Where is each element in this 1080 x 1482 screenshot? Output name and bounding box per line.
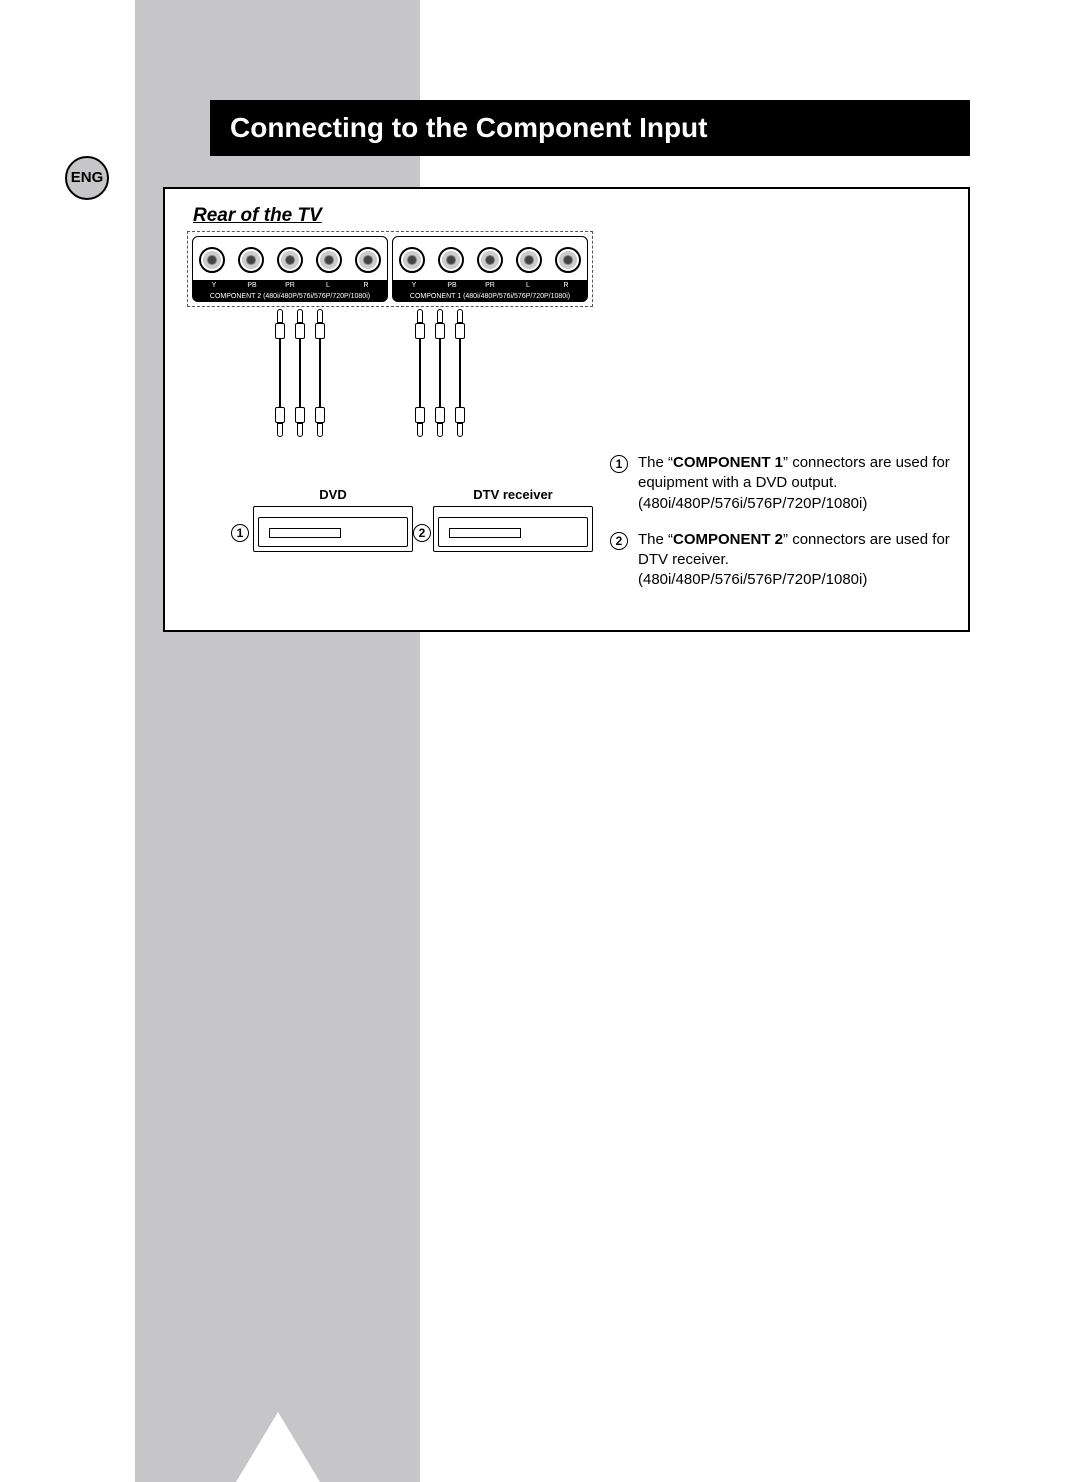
jack-icon bbox=[516, 247, 542, 273]
jack-icon bbox=[199, 247, 225, 273]
diagram-label: Rear of the TV bbox=[193, 205, 322, 227]
jack-label: PR bbox=[285, 281, 295, 291]
note-text: The “COMPONENT 2” connectors are used fo… bbox=[638, 530, 950, 591]
connector-panel: Y PB PR L R COMPONENT 2 (480i/480P/576i/… bbox=[187, 231, 593, 307]
jack-label: L bbox=[523, 281, 533, 291]
device-body-icon bbox=[258, 517, 408, 547]
note-2: 2 The “COMPONENT 2” connectors are used … bbox=[610, 530, 950, 591]
device-label: DVD bbox=[254, 487, 412, 502]
device-dtv: DTV receiver bbox=[433, 506, 593, 552]
jack-label: R bbox=[361, 281, 371, 291]
device-label: DTV receiver bbox=[434, 487, 592, 502]
note-number-icon: 1 bbox=[610, 455, 628, 473]
devices-row: DVD DTV receiver bbox=[253, 486, 613, 594]
jack-label: PB bbox=[247, 281, 257, 291]
page-title: Connecting to the Component Input bbox=[212, 102, 968, 154]
jack-label: Y bbox=[209, 281, 219, 291]
device-num-2: 2 bbox=[413, 524, 431, 542]
jack-label-row: Y PB PR L R bbox=[193, 280, 387, 292]
jack-icon bbox=[316, 247, 342, 273]
jack-label: PB bbox=[447, 281, 457, 291]
jack-icon bbox=[399, 247, 425, 273]
note-text: The “COMPONENT 1” connectors are used fo… bbox=[638, 453, 950, 514]
note-number-icon: 2 bbox=[610, 532, 628, 550]
jack-label: PR bbox=[485, 281, 495, 291]
jack-label: L bbox=[323, 281, 333, 291]
cable-plug-icon bbox=[295, 309, 305, 437]
jack-label-row: Y PB PR L R bbox=[393, 280, 587, 292]
diagram-frame: Rear of the TV Y PB PR L R COMPONENT 2 (… bbox=[163, 187, 970, 632]
device-dvd: DVD bbox=[253, 506, 413, 552]
jack-icon bbox=[238, 247, 264, 273]
component-1-block: Y PB PR L R COMPONENT 1 (480i/480P/576i/… bbox=[392, 236, 588, 302]
language-badge: ENG bbox=[65, 156, 109, 200]
device-body-icon bbox=[438, 517, 588, 547]
jack-icon bbox=[355, 247, 381, 273]
page-arrow-icon bbox=[236, 1412, 320, 1482]
cable-plug-icon bbox=[415, 309, 425, 437]
cable-plug-icon bbox=[435, 309, 445, 437]
cable-bundle-b bbox=[415, 309, 465, 437]
component-2-block: Y PB PR L R COMPONENT 2 (480i/480P/576i/… bbox=[192, 236, 388, 302]
jack-icon bbox=[555, 247, 581, 273]
device-num-1: 1 bbox=[231, 524, 249, 542]
component-1-strip: COMPONENT 1 (480i/480P/576i/576P/720P/10… bbox=[393, 292, 587, 301]
cable-plug-icon bbox=[315, 309, 325, 437]
jack-icon bbox=[477, 247, 503, 273]
notes-block: 1 The “COMPONENT 1” connectors are used … bbox=[610, 453, 950, 607]
jack-icon bbox=[277, 247, 303, 273]
cable-bundle-a bbox=[275, 309, 325, 437]
cable-plug-icon bbox=[455, 309, 465, 437]
component-2-strip: COMPONENT 2 (480i/480P/576i/576P/720P/10… bbox=[193, 292, 387, 301]
cable-plug-icon bbox=[275, 309, 285, 437]
title-box: Connecting to the Component Input bbox=[210, 100, 970, 156]
jack-icon bbox=[438, 247, 464, 273]
note-1: 1 The “COMPONENT 1” connectors are used … bbox=[610, 453, 950, 514]
jack-label: Y bbox=[409, 281, 419, 291]
jack-label: R bbox=[561, 281, 571, 291]
